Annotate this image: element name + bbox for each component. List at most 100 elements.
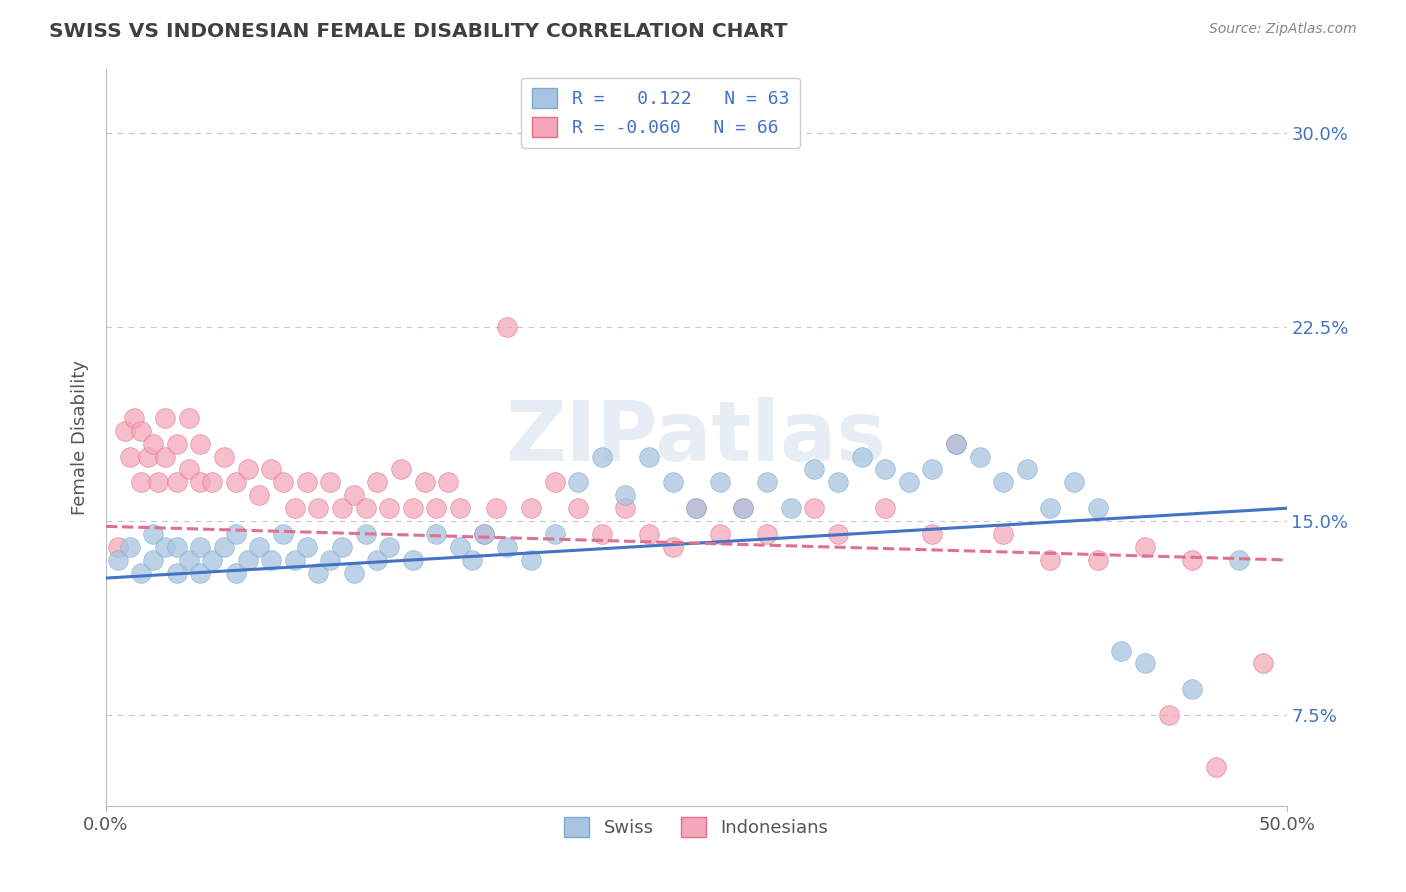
Point: [190, 436, 212, 450]
Point: [437, 475, 460, 490]
Point: [1039, 553, 1062, 567]
Point: [177, 410, 200, 425]
Point: [201, 553, 224, 567]
Point: [146, 475, 169, 490]
Point: [166, 566, 188, 580]
Point: [827, 527, 849, 541]
Point: [131, 566, 153, 580]
Point: [307, 501, 329, 516]
Point: [614, 488, 637, 502]
Point: [543, 475, 565, 490]
Point: [177, 553, 200, 567]
Point: [875, 462, 897, 476]
Point: [1133, 540, 1156, 554]
Point: [260, 553, 283, 567]
Point: [803, 501, 825, 516]
Point: [142, 553, 165, 567]
Point: [945, 436, 967, 450]
Point: [212, 540, 235, 554]
Point: [1181, 553, 1204, 567]
Point: [1111, 643, 1133, 657]
Point: [138, 450, 160, 464]
Point: [402, 501, 425, 516]
Point: [131, 424, 153, 438]
Point: [449, 501, 471, 516]
Point: [378, 540, 401, 554]
Y-axis label: Female Disability: Female Disability: [72, 359, 89, 515]
Point: [225, 475, 247, 490]
Point: [803, 462, 825, 476]
Point: [779, 501, 801, 516]
Point: [496, 320, 519, 334]
Point: [190, 566, 212, 580]
Point: [591, 450, 613, 464]
Point: [114, 424, 136, 438]
Point: [638, 450, 661, 464]
Point: [107, 553, 129, 567]
Point: [993, 527, 1015, 541]
Point: [520, 501, 543, 516]
Point: [295, 540, 318, 554]
Point: [496, 540, 519, 554]
Point: [142, 527, 165, 541]
Point: [201, 475, 224, 490]
Text: ZIPatlas: ZIPatlas: [506, 397, 887, 477]
Point: [875, 501, 897, 516]
Point: [236, 462, 259, 476]
Point: [425, 527, 447, 541]
Point: [638, 527, 661, 541]
Point: [709, 475, 731, 490]
Point: [413, 475, 436, 490]
Point: [969, 450, 991, 464]
Point: [1133, 657, 1156, 671]
Point: [567, 501, 589, 516]
Point: [921, 462, 943, 476]
Point: [402, 553, 425, 567]
Point: [1227, 553, 1250, 567]
Point: [1205, 760, 1227, 774]
Point: [520, 553, 543, 567]
Point: [851, 450, 873, 464]
Point: [1015, 462, 1038, 476]
Point: [945, 436, 967, 450]
Point: [733, 501, 755, 516]
Point: [212, 450, 235, 464]
Point: [330, 540, 353, 554]
Point: [733, 501, 755, 516]
Point: [709, 527, 731, 541]
Point: [661, 540, 683, 554]
Point: [166, 436, 188, 450]
Point: [661, 475, 683, 490]
Point: [177, 462, 200, 476]
Point: [190, 475, 212, 490]
Point: [247, 488, 270, 502]
Point: [153, 450, 176, 464]
Point: [271, 475, 294, 490]
Point: [284, 501, 307, 516]
Point: [366, 553, 388, 567]
Point: [354, 501, 377, 516]
Point: [354, 527, 377, 541]
Point: [1251, 657, 1274, 671]
Point: [827, 475, 849, 490]
Point: [685, 501, 707, 516]
Point: [993, 475, 1015, 490]
Point: [366, 475, 388, 490]
Point: [247, 540, 270, 554]
Point: [472, 527, 495, 541]
Point: [614, 501, 637, 516]
Point: [1181, 682, 1204, 697]
Text: SWISS VS INDONESIAN FEMALE DISABILITY CORRELATION CHART: SWISS VS INDONESIAN FEMALE DISABILITY CO…: [49, 22, 787, 41]
Point: [118, 540, 141, 554]
Legend: Swiss, Indonesians: Swiss, Indonesians: [557, 810, 835, 845]
Point: [236, 553, 259, 567]
Point: [166, 475, 188, 490]
Point: [1087, 501, 1109, 516]
Point: [1157, 708, 1180, 723]
Point: [389, 462, 412, 476]
Point: [190, 540, 212, 554]
Point: [484, 501, 506, 516]
Point: [284, 553, 307, 567]
Point: [449, 540, 471, 554]
Point: [166, 540, 188, 554]
